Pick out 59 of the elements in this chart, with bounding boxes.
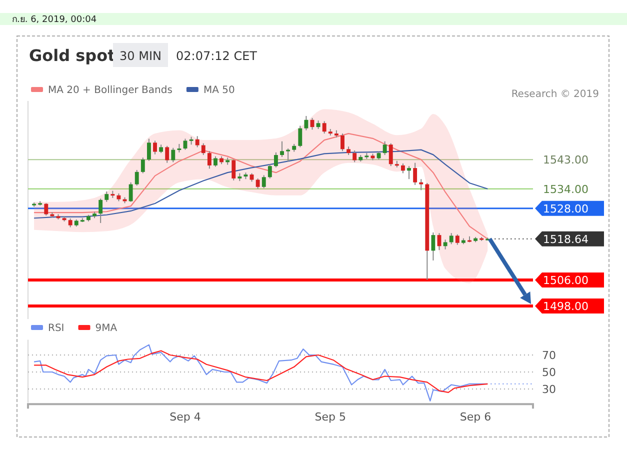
candlestick: [104, 190, 109, 202]
candlestick: [388, 142, 393, 167]
legend-label: MA 20 + Bollinger Bands: [48, 85, 172, 96]
legend-label: 9MA: [95, 323, 118, 334]
candlestick: [407, 166, 411, 180]
candlestick: [128, 182, 133, 202]
candlestick: [201, 142, 206, 156]
candlestick: [44, 202, 48, 216]
x-tick-label: Sep 4: [170, 410, 201, 424]
ref-line-label: 1506.00: [543, 274, 588, 287]
candlestick: [443, 239, 448, 250]
y-tick-label: 50: [542, 366, 556, 379]
candlestick: [98, 198, 103, 224]
candlestick: [274, 152, 278, 168]
candlestick: [268, 164, 272, 179]
candlestick: [401, 162, 405, 174]
candlestick: [455, 234, 460, 246]
text: ก.ย. 6, 2019, 00:04: [12, 15, 97, 25]
candlestick: [286, 148, 290, 162]
candlestick: [232, 159, 236, 181]
legend-label: MA 50: [203, 85, 235, 96]
ref-line-label: 1543.00: [543, 154, 588, 167]
ref-line-label: 1498.00: [543, 300, 588, 313]
candlestick: [140, 157, 145, 174]
ref-line-label: 1534.00: [543, 182, 588, 196]
candlestick: [262, 174, 266, 189]
text: Research © 2019: [511, 89, 599, 100]
candlestick: [134, 169, 139, 186]
candlestick: [214, 156, 218, 168]
candlestick: [165, 145, 170, 164]
line-series: [34, 350, 488, 393]
candlestick: [431, 232, 436, 261]
candlestick: [304, 115, 308, 131]
candlestick: [153, 140, 157, 155]
candlestick: [449, 232, 454, 245]
candlestick: [322, 120, 326, 134]
candlestick: [419, 178, 424, 191]
candlestick: [171, 147, 176, 163]
candlestick: [280, 140, 284, 158]
candlestick: [352, 150, 357, 163]
candlestick: [382, 140, 387, 156]
x-tick-label: Sep 6: [460, 410, 492, 424]
ref-line-label: 1528.00: [543, 202, 588, 216]
legend-label: RSI: [48, 323, 64, 334]
candlestick: [413, 162, 418, 186]
candlestick: [183, 138, 188, 150]
x-tick-label: Sep 5: [314, 410, 346, 424]
ref-line-label: 1518.64: [543, 232, 588, 246]
y-tick-label: 70: [542, 349, 556, 362]
candlestick: [256, 178, 260, 190]
candlestick: [207, 150, 212, 170]
candlestick: [340, 133, 344, 152]
chart-subtitle: 30 MIN: [120, 49, 162, 63]
chart-title: Gold spot: [29, 46, 116, 65]
text: 02:07:12 CET: [176, 49, 258, 63]
y-tick-label: 30: [542, 383, 556, 396]
candlestick: [195, 136, 200, 148]
candlestick: [298, 125, 302, 148]
candlestick: [146, 138, 151, 162]
